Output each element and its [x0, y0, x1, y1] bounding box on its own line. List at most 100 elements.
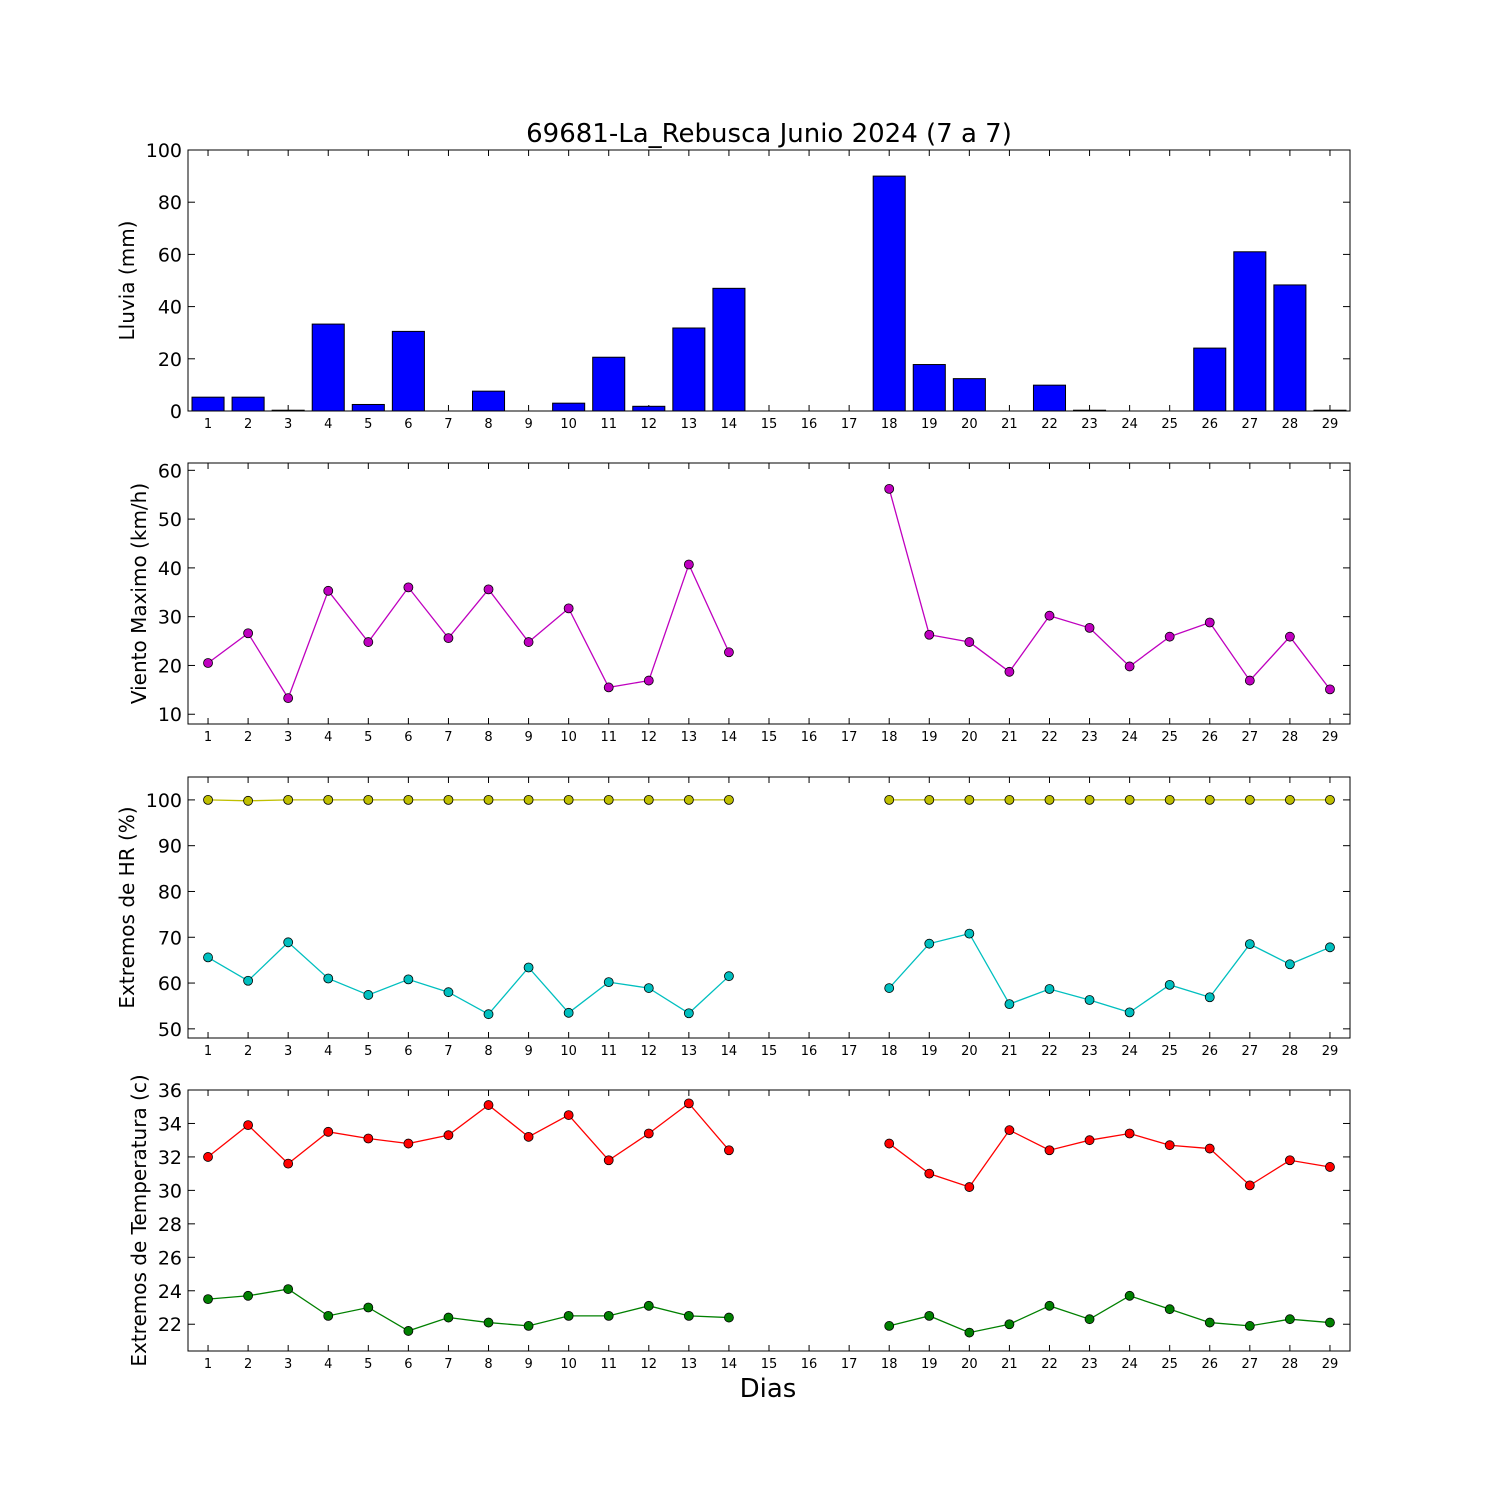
- humidity-point: [1084, 995, 1095, 1005]
- rain-ytick-label: 60: [158, 244, 182, 266]
- rain-xtick-label: 12: [641, 417, 658, 432]
- rain-y-axis-label: Lluvia (mm): [115, 221, 139, 341]
- rain-xtick-label: 11: [600, 417, 617, 432]
- temperature-point: [283, 1158, 294, 1169]
- wind-point: [1004, 666, 1015, 677]
- rain-xtick-label: 14: [721, 417, 738, 432]
- wind-point: [283, 693, 294, 704]
- rain-bar: [1073, 409, 1107, 412]
- humidity-xtick-label: 26: [1201, 1044, 1218, 1059]
- temperature-ytick-label: 32: [158, 1147, 182, 1169]
- rain-xtick-label: 5: [364, 417, 372, 432]
- wind-xtick-label: 14: [721, 730, 738, 745]
- humidity-axes-frame: [187, 776, 1351, 1039]
- humidity-xtick-label: 18: [881, 1044, 898, 1059]
- temperature-point: [203, 1152, 213, 1162]
- rain-xtick-label: 20: [961, 417, 978, 432]
- temperature-point: [683, 1098, 694, 1109]
- humidity-y-axis-label: Extremos de HR (%): [115, 806, 139, 1008]
- humidity-point: [1164, 794, 1175, 805]
- wind-xtick-label: 26: [1201, 730, 1218, 745]
- temperature-point: [323, 1310, 334, 1321]
- rain-xtick-label: 23: [1081, 417, 1098, 432]
- temperature-point: [443, 1130, 454, 1141]
- humidity-xtick-label: 12: [641, 1044, 658, 1059]
- temperature-point: [1124, 1128, 1135, 1139]
- rain-xtick-label: 15: [761, 417, 778, 432]
- chart-title: 69681-La_Rebusca Junio 2024 (7 a 7): [526, 119, 1012, 149]
- rain-xtick-label: 17: [841, 417, 858, 432]
- humidity-point: [1284, 794, 1295, 805]
- humidity-point: [603, 977, 614, 988]
- wind-point: [924, 629, 935, 640]
- rain-bar: [872, 175, 906, 412]
- temperature-point: [884, 1321, 895, 1331]
- wind-point: [403, 582, 414, 593]
- temperature-point: [1244, 1321, 1255, 1331]
- humidity-xtick-label: 23: [1081, 1044, 1098, 1059]
- rain-xtick-label: 19: [921, 417, 938, 432]
- humidity-point: [884, 983, 895, 993]
- rain-xtick-label: 10: [560, 417, 577, 432]
- humidity-point: [243, 975, 254, 986]
- rain-xtick-label: 28: [1282, 417, 1299, 432]
- humidity-point: [603, 794, 614, 805]
- wind-xtick-label: 20: [961, 730, 978, 745]
- temperature-xtick-label: 22: [1041, 1357, 1058, 1372]
- temperature-point: [243, 1290, 254, 1301]
- temperature-point: [1164, 1304, 1175, 1315]
- temperature-point: [964, 1182, 975, 1192]
- rain-xtick-label: 18: [881, 417, 898, 432]
- wind-point: [243, 628, 254, 639]
- wind-xtick-label: 12: [641, 730, 658, 745]
- temperature-point: [1284, 1155, 1295, 1166]
- temperature-point: [563, 1110, 574, 1120]
- humidity-point: [1044, 794, 1055, 805]
- wind-xtick-label: 25: [1161, 730, 1178, 745]
- temperature-xtick-label: 18: [881, 1357, 898, 1372]
- humidity-point: [483, 794, 494, 805]
- rain-xtick-label: 7: [444, 417, 452, 432]
- humidity-xtick-label: 22: [1041, 1044, 1058, 1059]
- temperature-point: [323, 1126, 334, 1137]
- humidity-point: [643, 794, 654, 805]
- wind-xtick-label: 9: [524, 730, 532, 745]
- humidity-xtick-label: 3: [284, 1044, 292, 1059]
- wind-xtick-label: 6: [404, 730, 412, 745]
- humidity-xtick-label: 7: [444, 1044, 452, 1059]
- rain-xtick-label: 8: [484, 417, 492, 432]
- temperature-ytick-label: 26: [158, 1247, 182, 1269]
- rain-bar: [351, 403, 385, 412]
- wind-ytick-label: 30: [158, 607, 182, 629]
- wind-point: [523, 637, 534, 647]
- rain-bar: [1313, 409, 1347, 412]
- temperature-point: [1084, 1314, 1095, 1325]
- humidity-xtick-label: 11: [600, 1044, 617, 1059]
- wind-xtick-label: 10: [560, 730, 577, 745]
- temperature-xtick-label: 12: [641, 1357, 658, 1372]
- temperature-xtick-label: 4: [324, 1357, 332, 1372]
- humidity-xtick-label: 19: [921, 1044, 938, 1059]
- temperature-xtick-label: 24: [1121, 1357, 1138, 1372]
- temperature-xtick-label: 6: [404, 1357, 412, 1372]
- humidity-point: [323, 794, 334, 805]
- temperature-point: [1044, 1300, 1055, 1311]
- humidity-point: [924, 938, 935, 949]
- humidity-ytick-label: 50: [158, 1019, 182, 1041]
- wind-point: [964, 637, 975, 647]
- temperature-xtick-label: 19: [921, 1357, 938, 1372]
- rain-bar: [1273, 284, 1307, 412]
- humidity-point: [1084, 794, 1095, 805]
- temperature-point: [683, 1310, 694, 1321]
- temperature-point: [483, 1100, 494, 1110]
- rain-bar: [271, 409, 305, 412]
- humidity-series-line: [207, 941, 730, 1016]
- rain-ytick-label: 0: [170, 401, 182, 423]
- wind-point: [683, 559, 694, 570]
- wind-point: [603, 682, 614, 693]
- temperature-point: [283, 1284, 294, 1294]
